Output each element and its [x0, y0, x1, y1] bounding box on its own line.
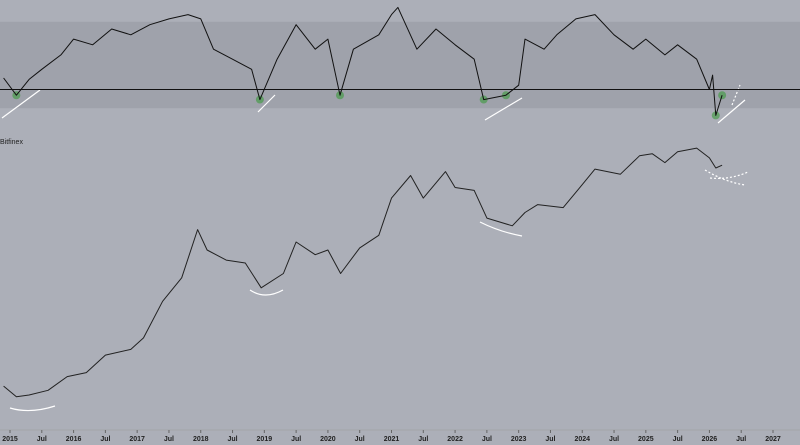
trend-line: [484, 97, 523, 121]
x-tick-label: 2017: [129, 436, 145, 443]
x-tick-label: 2022: [447, 436, 463, 443]
x-tick-label: 2020: [320, 436, 336, 443]
x-tick-label: Jul: [164, 436, 174, 443]
x-tick-label: Jul: [355, 436, 365, 443]
x-tick-label: 2023: [511, 436, 527, 443]
trend-curve: [9, 405, 56, 412]
x-tick-label: 2015: [2, 436, 18, 443]
x-tick-label: Jul: [673, 436, 683, 443]
trend-line: [1, 89, 41, 119]
price-line: [3, 147, 723, 398]
x-tick-label: Jul: [100, 436, 110, 443]
x-tick-label: Jul: [291, 436, 301, 443]
trend-line: [257, 94, 276, 113]
trend-curve: [249, 289, 284, 296]
x-tick-label: 2016: [66, 436, 82, 443]
trend-line: [731, 84, 741, 106]
trend-curve: [479, 221, 523, 237]
x-tick-label: 2021: [384, 436, 400, 443]
x-tick-label: Jul: [736, 436, 746, 443]
x-tick-label: Jul: [482, 436, 492, 443]
x-tick-label: Jul: [227, 436, 237, 443]
source-label: Bitfinex: [0, 139, 23, 146]
x-tick-label: Jul: [37, 436, 47, 443]
oscillator-band: [0, 21, 800, 109]
annotations: [1, 84, 749, 412]
oscillator-line: [3, 6, 723, 116]
x-tick-label: Jul: [545, 436, 555, 443]
x-tick-label: Jul: [418, 436, 428, 443]
x-tick-label: 2025: [638, 436, 654, 443]
x-tick-label: 2027: [765, 436, 781, 443]
trend-line: [717, 99, 746, 124]
x-tick-label: 2019: [257, 436, 273, 443]
x-tick-label: Jul: [609, 436, 619, 443]
x-tick-label: 2018: [193, 436, 209, 443]
x-tick-label: 2026: [702, 436, 718, 443]
x-tick-label: 2024: [574, 436, 590, 443]
